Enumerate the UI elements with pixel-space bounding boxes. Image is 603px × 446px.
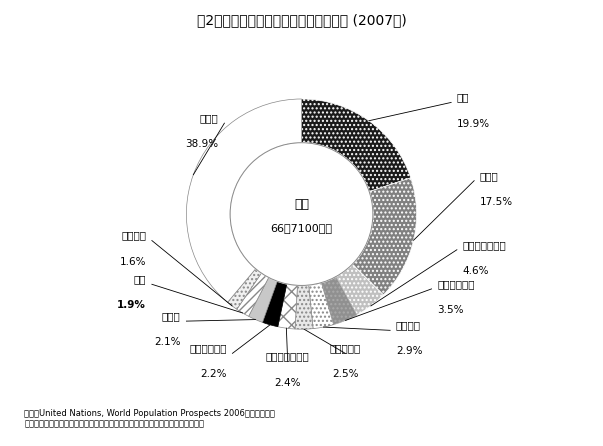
Wedge shape <box>295 285 313 329</box>
Wedge shape <box>302 99 411 192</box>
Wedge shape <box>321 277 357 325</box>
Wedge shape <box>262 281 287 327</box>
Wedge shape <box>227 269 261 309</box>
Wedge shape <box>336 264 384 315</box>
Text: 1.9%: 1.9% <box>117 301 146 310</box>
Circle shape <box>230 143 373 285</box>
Wedge shape <box>186 99 302 302</box>
Text: その他: その他 <box>200 113 219 123</box>
Text: バングラデシュ: バングラデシュ <box>266 351 309 361</box>
Wedge shape <box>352 178 417 295</box>
Text: 66億7100万人: 66億7100万人 <box>271 223 332 233</box>
Text: 17.5%: 17.5% <box>480 197 513 207</box>
Text: 日本: 日本 <box>134 274 146 284</box>
Text: ブラジル: ブラジル <box>396 320 421 330</box>
Text: 2.5%: 2.5% <box>332 369 359 380</box>
Wedge shape <box>278 284 297 329</box>
Wedge shape <box>237 273 269 316</box>
Text: アメリカ合衆国: アメリカ合衆国 <box>463 240 507 250</box>
Text: 19.9%: 19.9% <box>457 119 490 128</box>
Text: 2.1%: 2.1% <box>154 337 181 347</box>
Text: 図2　世界人口に占める各国人口の割合 (2007年): 図2 世界人口に占める各国人口の割合 (2007年) <box>197 13 406 27</box>
Text: インドネシア: インドネシア <box>437 279 475 289</box>
Text: ロシア: ロシア <box>162 311 181 321</box>
Text: 4.6%: 4.6% <box>463 266 489 276</box>
Wedge shape <box>309 283 333 329</box>
Text: メキシコ: メキシコ <box>121 231 146 240</box>
Text: 2.2%: 2.2% <box>200 369 227 380</box>
Text: 資料：United Nations, World Population Prospects 2006年版による。
ただし，日本は国立社会保障・人口問題研究所「日: 資料：United Nations, World Population Pros… <box>24 409 275 428</box>
Text: 3.5%: 3.5% <box>437 305 464 315</box>
Text: 38.9%: 38.9% <box>186 139 219 149</box>
Text: パキスタン: パキスタン <box>330 343 361 353</box>
Text: インド: インド <box>480 171 499 181</box>
Text: 中国: 中国 <box>457 92 469 103</box>
Text: 1.6%: 1.6% <box>119 256 146 267</box>
Text: 世界: 世界 <box>294 198 309 211</box>
Wedge shape <box>248 277 277 322</box>
Text: 2.9%: 2.9% <box>396 347 422 356</box>
Text: ナイジェリア: ナイジェリア <box>189 343 227 353</box>
Text: 2.4%: 2.4% <box>274 377 301 388</box>
